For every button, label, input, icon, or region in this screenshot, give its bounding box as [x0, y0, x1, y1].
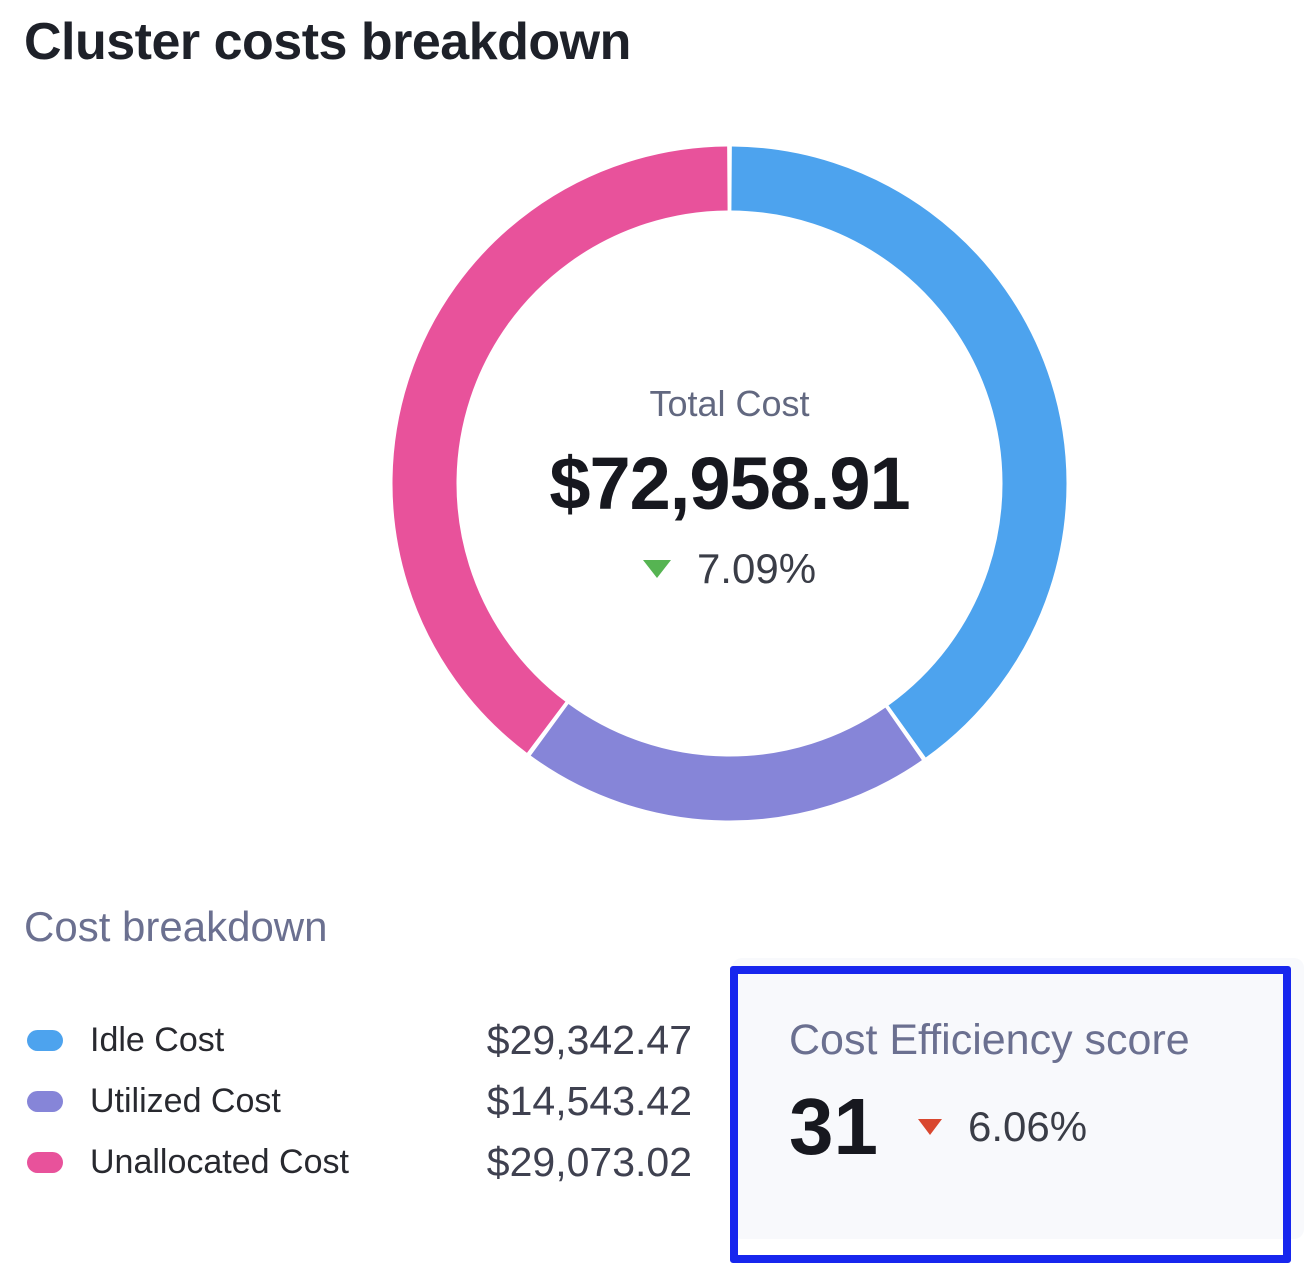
- total-cost-delta-value: 7.09%: [696, 545, 817, 592]
- legend-swatch-icon: [27, 1091, 63, 1112]
- total-cost-delta: 7.09%: [391, 545, 1068, 592]
- cost-efficiency-heading: Cost Efficiency score: [789, 1016, 1190, 1064]
- cost-efficiency-score: 31: [789, 1082, 878, 1171]
- legend-swatch-icon: [27, 1152, 63, 1173]
- cost-efficiency-score-row: 31 6.06%: [789, 1086, 1087, 1168]
- cost-efficiency-card: Cost Efficiency score 31 6.06%: [732, 958, 1304, 1239]
- donut-center: Total Cost $72,958.91 7.09%: [391, 145, 1068, 822]
- legend-value: $14,543.42: [486, 1078, 692, 1124]
- donut-segment-idle-cost[interactable]: [731, 146, 1067, 758]
- legend-row-unallocated-cost[interactable]: Unallocated Cost $29,073.02: [27, 1132, 692, 1193]
- donut-chart: Total Cost $72,958.91 7.09%: [391, 145, 1068, 822]
- total-cost-label: Total Cost: [649, 383, 810, 424]
- legend-row-utilized-cost[interactable]: Utilized Cost $14,543.42: [27, 1071, 692, 1132]
- legend-row-idle-cost[interactable]: Idle Cost $29,342.47: [27, 1010, 692, 1071]
- page-title: Cluster costs breakdown: [24, 13, 631, 71]
- legend-value: $29,073.02: [486, 1139, 692, 1185]
- cost-efficiency-delta: 6.06%: [967, 1103, 1088, 1150]
- donut-segment-unallocated-cost[interactable]: [392, 146, 728, 753]
- donut-chart-svg: [392, 146, 1067, 821]
- legend-label: Utilized Cost: [90, 1082, 281, 1120]
- donut-segment-utilized-cost[interactable]: [530, 703, 922, 821]
- cost-breakdown-heading: Cost breakdown: [24, 903, 328, 950]
- legend-swatch-icon: [27, 1030, 63, 1051]
- cost-breakdown-legend: Idle Cost $29,342.47 Utilized Cost $14,543.…: [27, 1010, 692, 1193]
- triangle-down-icon: [642, 560, 671, 578]
- legend-value: $29,342.47: [486, 1017, 692, 1063]
- legend-label: Idle Cost: [90, 1021, 225, 1059]
- total-cost-value: $72,958.91: [549, 442, 910, 525]
- legend-label: Unallocated Cost: [90, 1143, 349, 1181]
- triangle-down-icon: [917, 1119, 942, 1135]
